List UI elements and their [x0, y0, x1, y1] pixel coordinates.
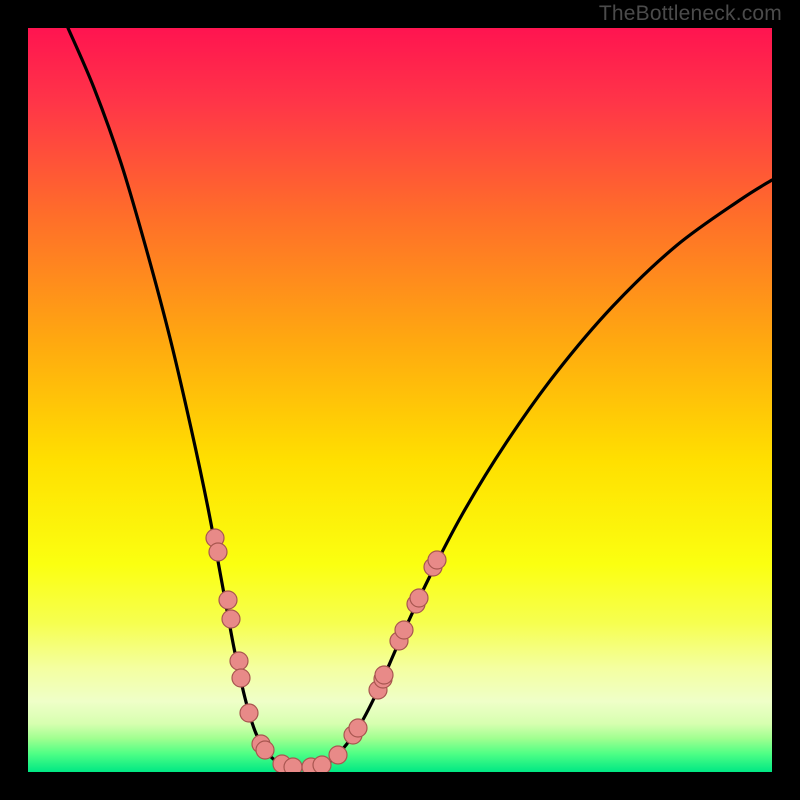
- chart-frame: TheBottleneck.com: [0, 0, 800, 800]
- data-dot: [222, 610, 240, 628]
- data-dot: [349, 719, 367, 737]
- data-dot: [230, 652, 248, 670]
- data-dot: [313, 756, 331, 772]
- data-dot: [375, 666, 393, 684]
- watermark-text: TheBottleneck.com: [599, 2, 782, 26]
- gradient-background: [28, 28, 772, 772]
- data-dot: [410, 589, 428, 607]
- data-dot: [232, 669, 250, 687]
- data-dot: [219, 591, 237, 609]
- data-dot: [329, 746, 347, 764]
- data-dot: [256, 741, 274, 759]
- data-dot: [428, 551, 446, 569]
- data-dot: [240, 704, 258, 722]
- plot-area: [28, 28, 772, 772]
- chart-svg: [28, 28, 772, 772]
- data-dot: [284, 758, 302, 772]
- data-dot: [209, 543, 227, 561]
- data-dot: [395, 621, 413, 639]
